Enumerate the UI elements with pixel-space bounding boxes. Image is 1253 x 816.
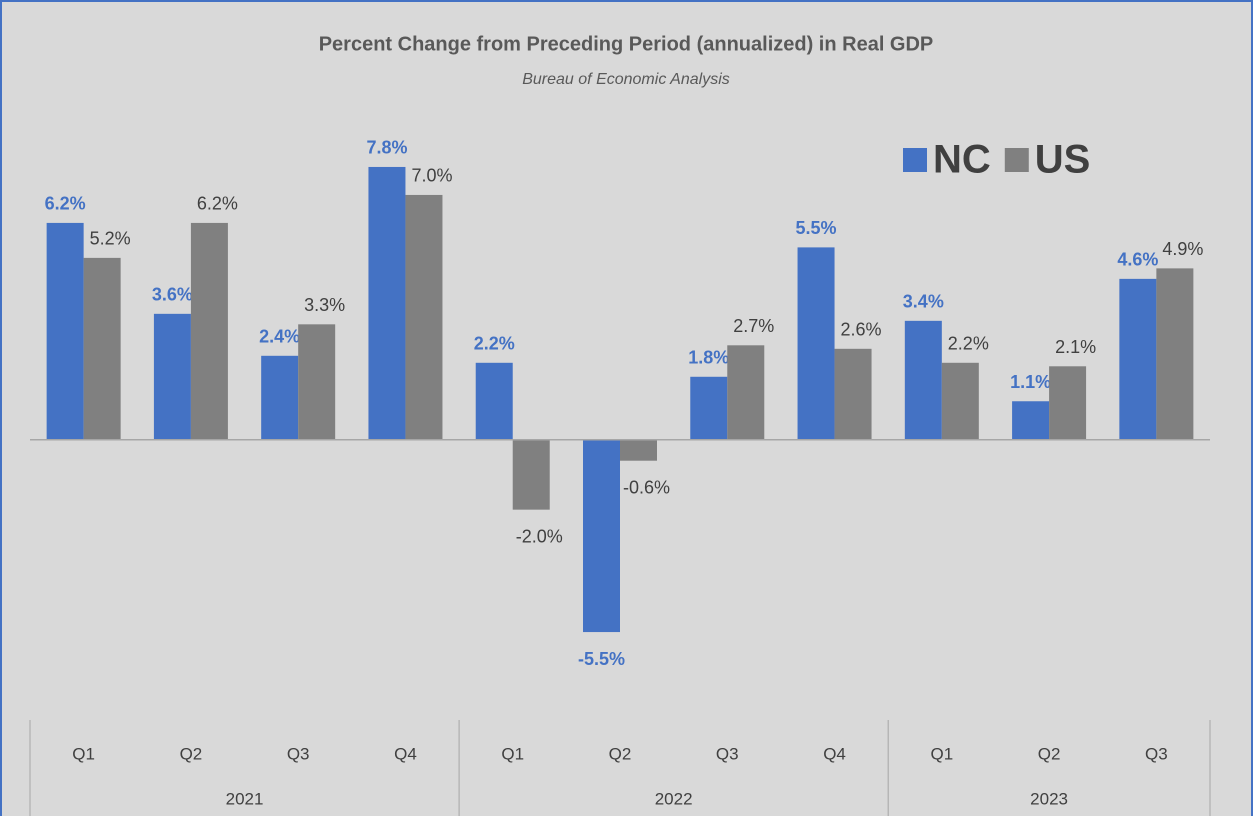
data-label: 3.6% — [152, 285, 193, 305]
bar — [904, 320, 942, 440]
bar — [475, 362, 513, 440]
bar — [46, 222, 84, 440]
bar — [797, 247, 835, 440]
x-tick-label: Q1 — [72, 744, 95, 763]
data-label: 4.9% — [1162, 239, 1203, 259]
data-label: 3.4% — [903, 292, 944, 312]
data-label: 2.4% — [259, 327, 300, 347]
data-label: 7.0% — [411, 166, 452, 186]
bar — [1012, 401, 1050, 440]
bar — [405, 194, 443, 440]
x-tick-label: Q2 — [180, 744, 203, 763]
chart-subtitle: Bureau of Economic Analysis — [522, 71, 730, 88]
data-label: 2.2% — [948, 334, 989, 354]
data-label: 1.1% — [1010, 372, 1051, 392]
data-label: 3.3% — [304, 295, 345, 315]
x-tick-label: Q2 — [1038, 744, 1061, 763]
x-tick-label: Q3 — [287, 744, 310, 763]
data-label: 5.2% — [90, 229, 131, 249]
x-tick-label: Q2 — [609, 744, 632, 763]
chart-title: Percent Change from Preceding Period (an… — [319, 33, 934, 55]
x-tick-label: Q4 — [823, 744, 846, 763]
bar — [512, 439, 550, 510]
x-tick-label: Q3 — [716, 744, 739, 763]
data-label: 2.2% — [474, 334, 515, 354]
data-label: 2.6% — [841, 320, 882, 340]
data-label: -5.5% — [578, 649, 625, 669]
legend-swatch — [1004, 148, 1029, 172]
data-label: 6.2% — [45, 194, 86, 214]
data-label: 1.8% — [688, 348, 729, 368]
bar — [727, 345, 765, 440]
bar — [261, 355, 299, 440]
x-tick-label: Q1 — [930, 744, 953, 763]
bar — [690, 376, 728, 440]
bar — [83, 257, 121, 440]
data-label: 6.2% — [197, 194, 238, 214]
data-label: 2.7% — [733, 316, 774, 336]
bar — [190, 222, 228, 440]
x-tick-label: Q1 — [501, 744, 524, 763]
bar — [941, 362, 979, 440]
x-tick-label: Q4 — [394, 744, 417, 763]
bar — [583, 439, 620, 633]
group-label: 2023 — [1030, 789, 1068, 808]
bar — [298, 324, 336, 440]
legend-label: US — [1035, 138, 1091, 182]
x-tick-label: Q3 — [1145, 744, 1168, 763]
data-label: -2.0% — [516, 526, 563, 546]
data-label: 4.6% — [1117, 250, 1158, 270]
bar — [153, 313, 191, 440]
data-label: 7.8% — [366, 138, 407, 158]
bar — [1049, 366, 1087, 440]
bar — [1156, 268, 1194, 440]
bar — [1119, 278, 1157, 440]
legend-label: NC — [933, 138, 991, 182]
data-label: -0.6% — [623, 477, 670, 497]
bar — [368, 166, 406, 440]
legend-swatch — [903, 148, 927, 172]
bar — [620, 439, 657, 461]
data-label: 2.1% — [1055, 337, 1096, 357]
group-label: 2021 — [226, 789, 264, 808]
group-label: 2022 — [655, 789, 693, 808]
data-label: 5.5% — [796, 218, 837, 238]
bar — [834, 348, 872, 440]
